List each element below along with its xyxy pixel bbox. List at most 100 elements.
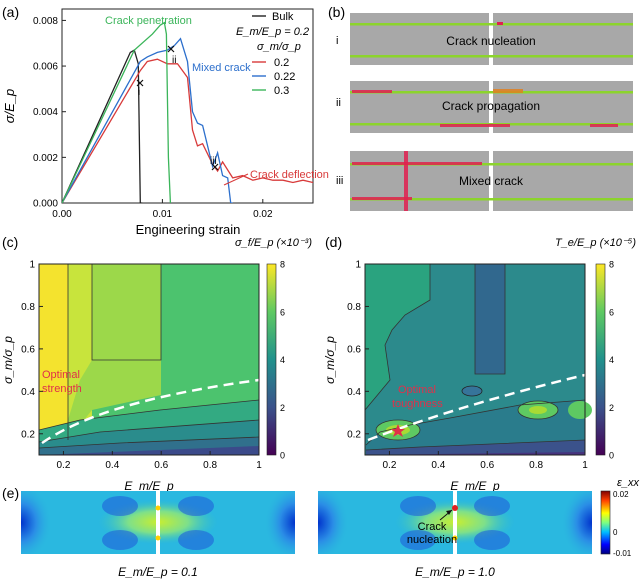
annot-iii: iii [210, 156, 217, 167]
annot-optimal-strength-1: Optimal [42, 369, 80, 381]
series-line-3 [62, 21, 172, 203]
strain-map-left-blob-4 [178, 530, 214, 550]
annot-crack-penetration: Crack penetration [105, 15, 192, 27]
panel_c-y-tick-label-2: 0.6 [21, 344, 35, 355]
colorbar-c [266, 263, 277, 456]
snapshot-i: i Crack nucleation [336, 13, 633, 65]
colorbar-e-zero: 0 [613, 528, 618, 537]
series-line-2 [62, 37, 233, 203]
contour-c-region-upper [92, 264, 161, 360]
y-tick-label-1: 0.002 [33, 153, 58, 164]
contour-d-line-1 [364, 264, 431, 411]
panel_d-y-tick-label-4: 1 [355, 260, 361, 271]
panel_d-x-tick-label-3: 0.8 [529, 460, 543, 471]
strain-map-right [318, 491, 592, 554]
panel_c-y-tick-label-1: 0.4 [21, 387, 35, 398]
panel-c-ticks: 0.2 0.4 0.6 0.8 1 0.2 0.4 0.6 0.8 1 [21, 260, 262, 472]
strain-map-right-blob-4 [474, 530, 510, 550]
snapshot-i-notch [489, 13, 493, 65]
y-tick-label-3: 0.006 [33, 62, 58, 73]
contour-c-band-4 [39, 446, 259, 455]
panel_d-cb-tick-0: 0 [609, 451, 614, 461]
panel_c-x-tick-label-1: 0.4 [105, 460, 119, 471]
legend-03: 0.3 [274, 85, 289, 97]
panel-d: (d) Optimal toughness 0.2 0.4 0.6 [323, 234, 636, 493]
snapshot-iii-crack-top [352, 162, 482, 165]
snapshot-iii-roman: iii [336, 175, 343, 187]
snapshot-i-roman: i [336, 35, 338, 47]
marker-ii [167, 45, 175, 53]
strain-map-left-caption: E_m/E_p = 0.1 [118, 565, 198, 579]
legend-022: 0.22 [274, 71, 295, 83]
panel_d-x-tick-label-1: 0.4 [431, 460, 445, 471]
snapshot-iii: iii Mixed crack [336, 151, 633, 211]
annot-crack-nucleation-1: Crack [418, 521, 447, 533]
panel-a-xlabel: Engineering strain [136, 222, 241, 237]
colorbar-e-min: -0.01 [613, 549, 632, 558]
contour-d-peak-1-outline [375, 419, 421, 441]
annot-crack-deflection: Crack deflection [250, 169, 329, 181]
annot-optimal-toughness-1: Optimal [398, 384, 436, 396]
panel-c-ylabel: σ_m/σ_p [1, 336, 15, 384]
contour-c-region-mid [68, 360, 161, 440]
x-tick-label-2: 0.02 [253, 209, 273, 220]
strain-map-right-notch [453, 491, 457, 554]
panel_d-cb-tick-4: 8 [609, 260, 614, 270]
contour-d-line-2 [474, 264, 506, 375]
panel_d-x-tick-label-0: 0.2 [382, 460, 396, 471]
panel-a-ylabel: σ/E_p [2, 89, 17, 124]
panel_c-cb-tick-1: 2 [280, 403, 285, 413]
panel-c: (c) Optimal strength 0.2 0.4 0.6 0.8 1 0.2 0.4… [1, 234, 312, 493]
legend-bulk: Bulk [272, 11, 294, 23]
panel-a-axes [61, 8, 314, 204]
panel-b-label: (b) [328, 4, 345, 20]
colorbar-c-ticks: 0 2 4 6 8 [280, 260, 285, 461]
x-tick-label-1: 0.01 [153, 209, 173, 220]
strain-map-left-notch [156, 491, 160, 554]
strain-map-right-blob-1 [400, 496, 436, 516]
panel-d-ticks: 0.2 0.4 0.6 0.8 1 0.2 0.4 0.6 0.8 1 [347, 260, 588, 472]
panel_d-cb-tick-3: 6 [609, 307, 614, 317]
panel-c-label: (c) [2, 234, 18, 250]
contour-c-frame [38, 263, 260, 456]
marker-i [136, 79, 144, 87]
contour-d-region-low [475, 264, 505, 374]
panel-a-legend: Bulk E_m/E_p = 0.2 σ_m/σ_p 0.2 0.22 0.3 [236, 11, 309, 97]
strain-map-right-edge-l [318, 491, 368, 554]
panel_d-y-tick-label-3: 0.8 [347, 302, 361, 313]
legend-subtitle: σ_m/σ_p [257, 41, 301, 53]
panel-a-ticks: 0.00 0.01 0.02 0.000 0.002 0.004 0.006 0.008 [33, 16, 273, 220]
contour-d-dashed-fit [367, 373, 586, 442]
contour-c-line-4 [38, 419, 260, 443]
panel_c-y-tick-label-3: 0.8 [21, 302, 35, 313]
contour-d-band-3 [366, 452, 585, 455]
panel_d-x-tick-label-2: 0.6 [480, 460, 494, 471]
panel_d-y-tick-label-0: 0.2 [347, 429, 361, 440]
annot-ii: ii [172, 55, 176, 66]
panel_d-x-tick-label-4: 1 [582, 460, 588, 471]
snapshot-ii-crack-top [493, 89, 523, 93]
snapshot-i-crack [497, 22, 503, 25]
panel-d-xlabel: E_m/E_p [450, 479, 500, 493]
strain-map-right-blob-3 [400, 530, 436, 550]
y-tick-label-4: 0.008 [33, 16, 58, 27]
snapshot-i-interface-bottom [350, 55, 633, 58]
panel_c-cb-tick-3: 6 [280, 307, 285, 317]
snapshot-ii-notch [489, 81, 493, 133]
contour-c-region-max [39, 264, 68, 455]
x-tick-label-0: 0.00 [52, 209, 72, 220]
colorbar-d-ticks: 0 2 4 6 8 [609, 260, 614, 461]
snapshot-ii-crack-left [352, 90, 392, 93]
snapshot-ii-crack-bottom [440, 124, 510, 127]
panel_c-cb-tick-2: 4 [280, 355, 285, 365]
crack-nucleation-arrowhead-icon [446, 510, 452, 515]
panel_d-y-tick-label-1: 0.4 [347, 387, 361, 398]
contour-d-peak-2-core [529, 406, 547, 414]
panel-e-label: (e) [2, 485, 19, 501]
strain-map-right-hotspot-top [452, 505, 458, 511]
panel-c-xlabel: E_m/E_p [124, 479, 174, 493]
annot-crack-nucleation-2: nucleation [407, 534, 457, 546]
contour-d-frame [364, 263, 586, 456]
snapshot-iii-crack-bottom [352, 197, 412, 200]
strain-map-right-edge-r [542, 491, 592, 554]
